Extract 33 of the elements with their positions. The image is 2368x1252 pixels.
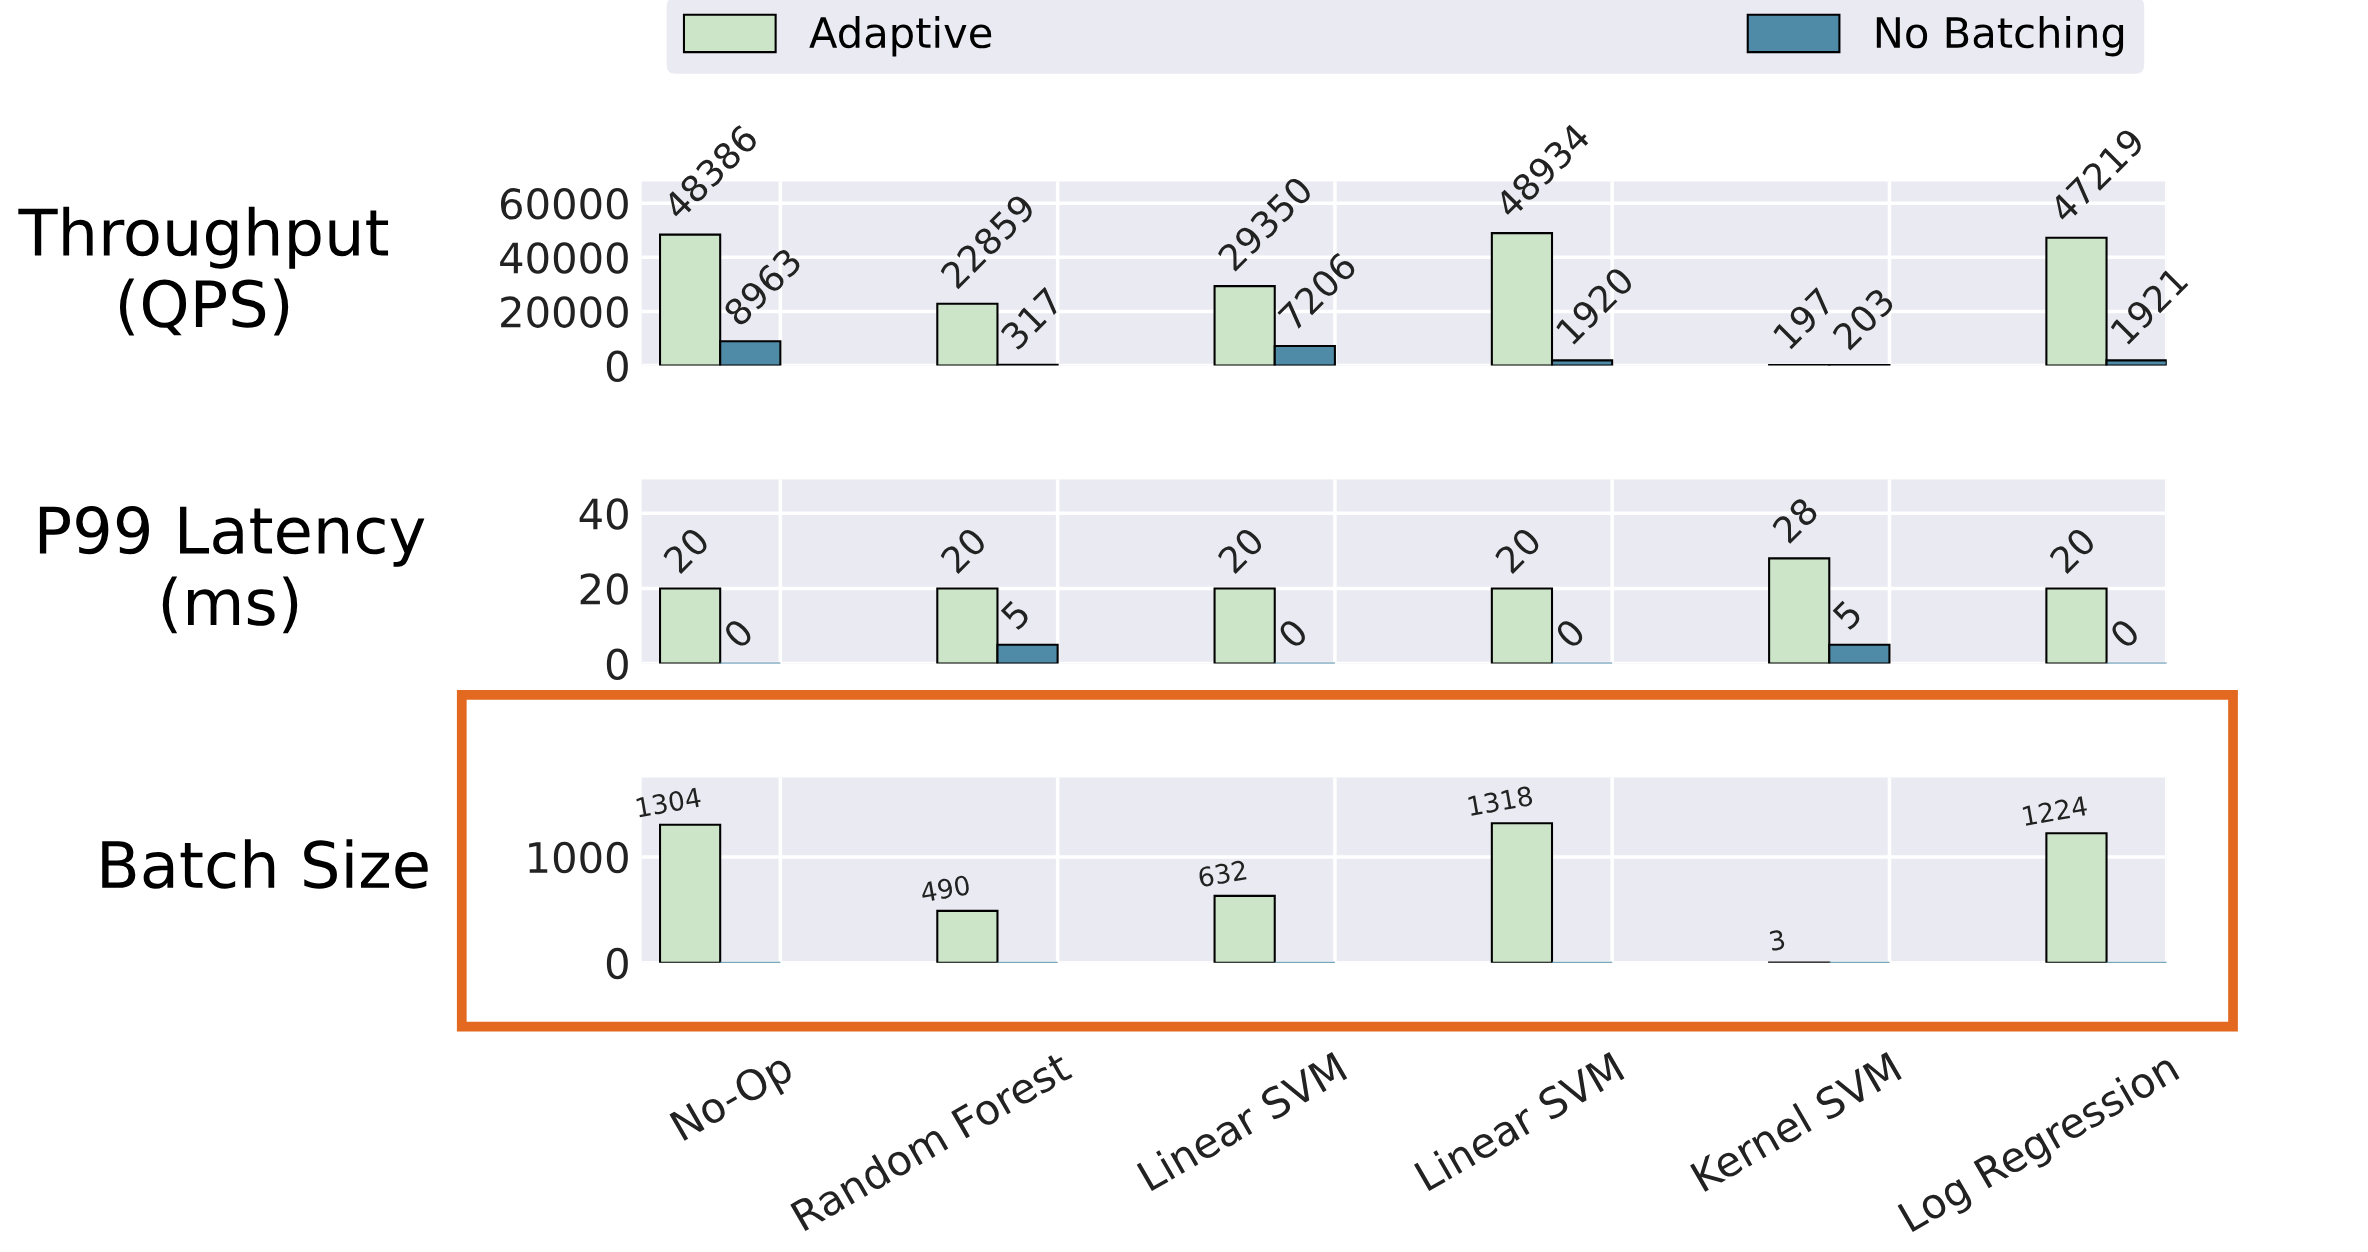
data-label: 20 xyxy=(1216,526,1265,575)
data-label: 20 xyxy=(939,526,988,575)
y-tick-label: 40 xyxy=(579,498,628,530)
data-label: 490 xyxy=(920,874,971,903)
data-label: 20 xyxy=(662,526,711,575)
data-label: 0 xyxy=(2108,617,2141,650)
y-tick-label: 20000 xyxy=(501,296,628,328)
y-tick-label: 0 xyxy=(606,350,628,383)
y-tick-label: 0 xyxy=(606,947,628,980)
y-axis-title: Batch Size xyxy=(102,839,428,889)
data-label: 632 xyxy=(1197,859,1247,888)
data-label: 203 xyxy=(1831,286,1896,351)
y-axis-title: P99 Latency (ms) xyxy=(39,505,425,634)
data-label: 5 xyxy=(1000,599,1032,631)
legend-label: Adaptive xyxy=(809,16,992,57)
y-tick-label: 40000 xyxy=(500,242,628,274)
y-tick-label: 60000 xyxy=(500,188,628,220)
legend-label: No Batching xyxy=(1876,16,2124,57)
y-axis-title: Throughput (QPS) xyxy=(18,206,389,336)
y-tick-label: 0 xyxy=(606,648,628,680)
y-tick-label: 1000 xyxy=(529,841,628,874)
data-label: 0 xyxy=(1276,617,1309,650)
data-label: 0 xyxy=(1553,617,1587,650)
data-label: 20 xyxy=(2048,526,2097,575)
data-label: 28 xyxy=(1771,496,1820,545)
data-label: 1224 xyxy=(2022,795,2088,826)
data-label: 5 xyxy=(1831,599,1863,631)
data-label: 20 xyxy=(1493,526,1543,575)
data-label: 1304 xyxy=(636,787,702,818)
data-label: 1318 xyxy=(1467,785,1533,817)
data-label: 0 xyxy=(722,617,755,650)
y-tick-label: 20 xyxy=(580,573,628,605)
data-label: 3 xyxy=(1769,929,1786,952)
